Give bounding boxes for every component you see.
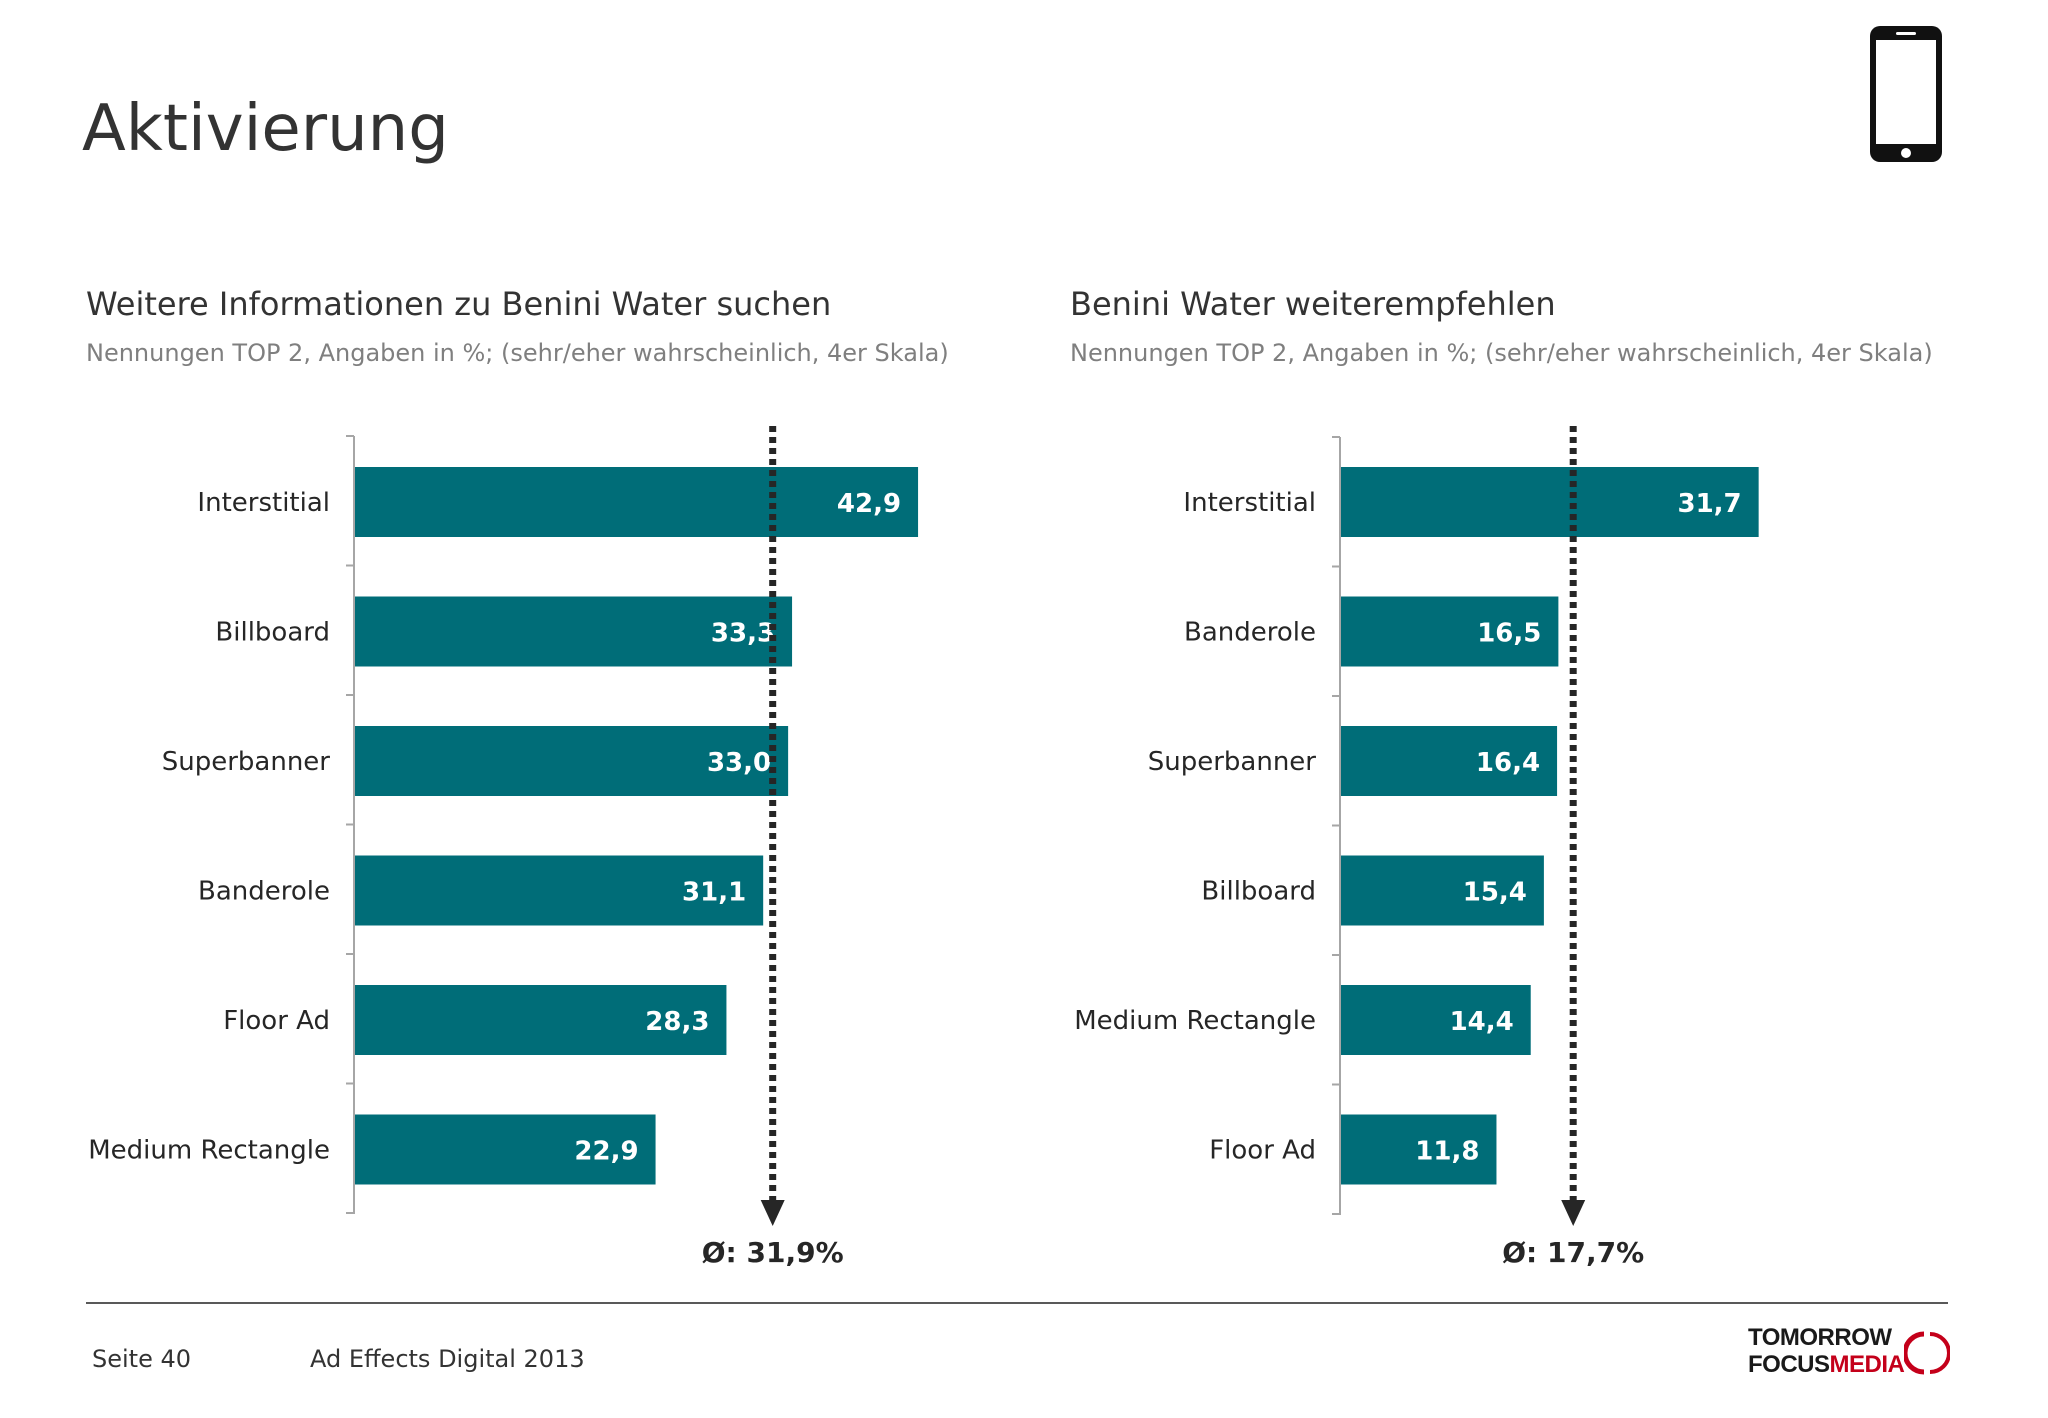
chart-title: Benini Water weiterempfehlen — [1070, 285, 1556, 323]
footer-divider — [86, 1302, 1948, 1304]
category-label: Banderole — [198, 877, 330, 907]
bar — [1341, 467, 1759, 537]
value-label: 31,1 — [682, 878, 746, 908]
category-label: Billboard — [215, 618, 330, 648]
category-label: Superbanner — [1148, 747, 1317, 777]
logo-word-focus: FOCUS — [1748, 1351, 1830, 1378]
value-label: 15,4 — [1463, 878, 1527, 908]
value-label: 33,0 — [707, 748, 771, 778]
bar — [1341, 855, 1544, 926]
category-label: Medium Rectangle — [88, 1136, 330, 1166]
category-label: Medium Rectangle — [1074, 1006, 1316, 1036]
footer-page-number: Seite 40 — [92, 1345, 192, 1373]
value-label: 31,7 — [1677, 489, 1741, 519]
bar — [355, 1114, 656, 1185]
bar — [1341, 985, 1531, 1055]
average-label: Ø: 17,7% — [1502, 1236, 1644, 1269]
logo-line-1: TOMORROW — [1748, 1324, 1892, 1351]
bar — [1341, 726, 1558, 796]
value-label: 16,4 — [1476, 748, 1540, 778]
bar — [355, 596, 793, 667]
footer-study-name: Ad Effects Digital 2013 — [310, 1345, 585, 1373]
average-label: Ø: 31,9% — [702, 1236, 844, 1269]
category-label: Superbanner — [162, 747, 331, 777]
logo-word-media: MEDIA — [1829, 1351, 1905, 1378]
value-label: 28,3 — [645, 1007, 709, 1037]
category-label: Banderole — [1184, 618, 1316, 648]
logo-arc-icon — [1904, 1331, 1950, 1375]
chart-subtitle: Nennungen TOP 2, Angaben in %; (sehr/ehe… — [86, 339, 949, 367]
average-arrow — [1561, 1200, 1586, 1226]
value-label: 33,3 — [711, 619, 775, 649]
logo-line-2: FOCUSMEDIA — [1748, 1351, 1905, 1379]
value-label: 14,4 — [1450, 1007, 1514, 1037]
chart-subtitle: Nennungen TOP 2, Angaben in %; (sehr/ehe… — [1070, 339, 1933, 367]
company-logo: TOMORROW FOCUSMEDIA — [1748, 1324, 1958, 1380]
value-label: 42,9 — [837, 489, 901, 519]
smartphone-icon — [1868, 24, 1944, 168]
bar — [1341, 1114, 1497, 1185]
average-arrow — [760, 1200, 785, 1226]
category-label: Floor Ad — [223, 1006, 330, 1036]
bar — [355, 467, 919, 537]
category-label: Interstitial — [1183, 488, 1316, 518]
value-label: 11,8 — [1415, 1137, 1479, 1167]
value-label: 16,5 — [1477, 619, 1541, 649]
category-label: Floor Ad — [1209, 1136, 1316, 1166]
category-label: Billboard — [1201, 877, 1316, 907]
value-label: 22,9 — [574, 1137, 638, 1167]
bar — [1341, 596, 1559, 667]
chart-title: Weitere Informationen zu Benini Water su… — [86, 285, 832, 323]
bar — [355, 726, 789, 796]
page-title: Aktivierung — [82, 92, 449, 166]
category-label: Interstitial — [197, 488, 330, 518]
bar — [355, 855, 764, 926]
chart-panel-informationen: Weitere Informationen zu Benini Water su… — [86, 285, 1046, 367]
bar — [355, 985, 727, 1055]
chart-panel-weiterempfehlen: Benini Water weiterempfehlen Nennungen T… — [1070, 285, 2030, 367]
